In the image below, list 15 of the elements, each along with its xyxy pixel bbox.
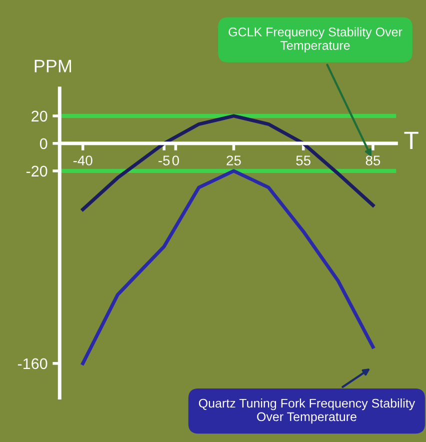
x-tick-label: 0	[172, 156, 180, 166]
x-tick-label: 55	[296, 156, 310, 166]
y-tick-label: 0	[40, 138, 48, 150]
x-axis-title: T	[404, 132, 418, 150]
x-tick-label: 25	[226, 156, 241, 166]
y-axis-title: PPM	[34, 60, 71, 72]
x-tick-label: 85	[366, 156, 380, 166]
y-tick-label: 20	[32, 110, 48, 122]
y-tick-label: -160	[18, 358, 48, 370]
text: Quartz Tuning Fork Frequency Stability Over Temperature	[198, 398, 416, 424]
text: GCLK Frequency Stability Over Temperature	[228, 27, 402, 52]
x-tick-label: -5	[158, 156, 170, 166]
y-tick-label: -20	[26, 166, 48, 177]
line-series	[81, 169, 375, 366]
x-tick-label: -40	[73, 156, 92, 166]
